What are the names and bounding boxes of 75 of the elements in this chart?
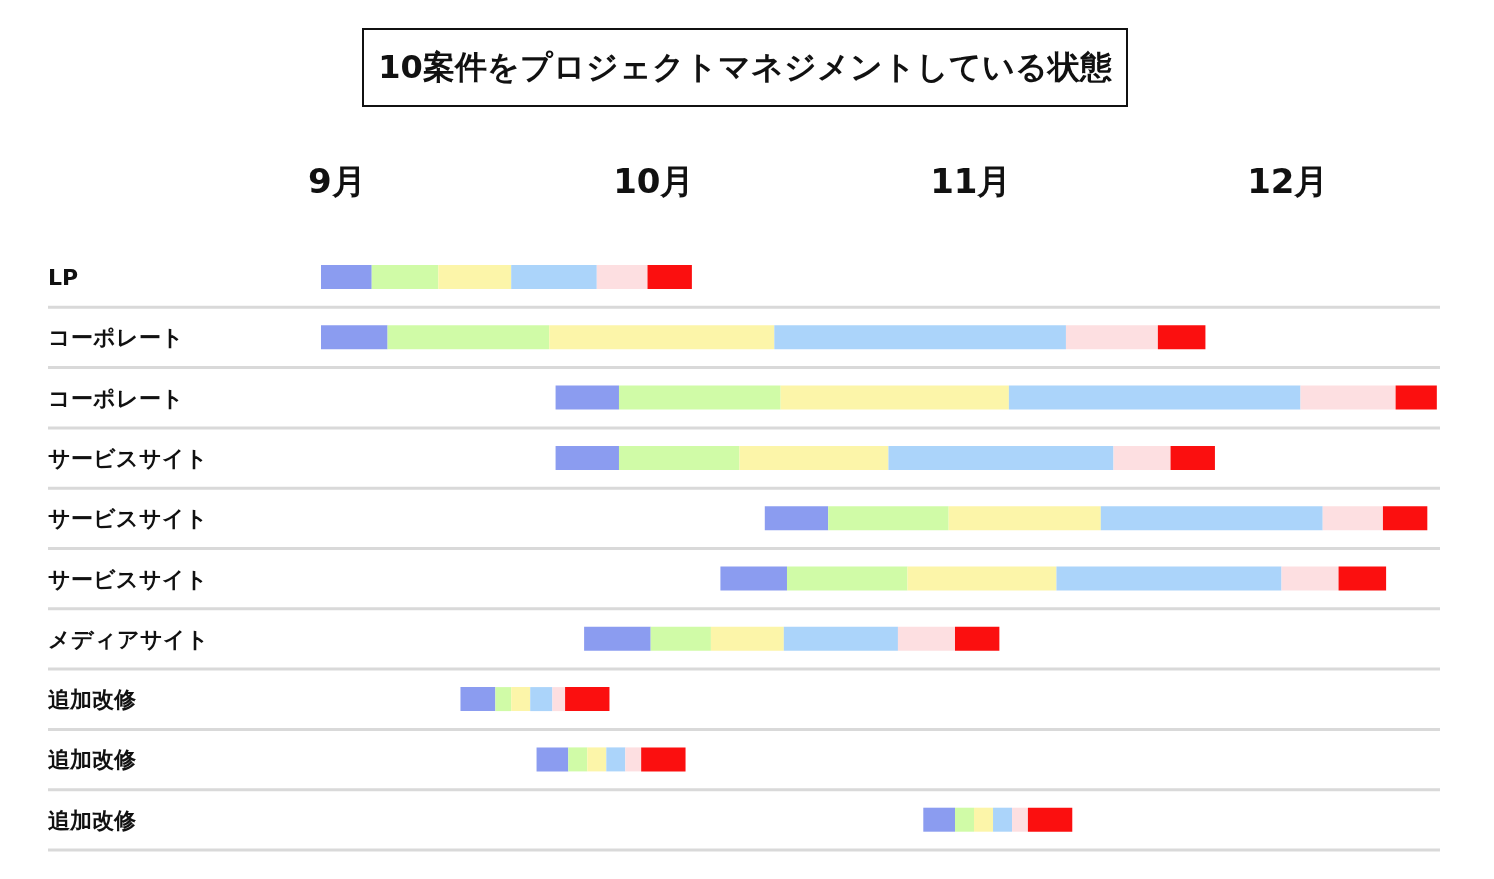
- bar: [555, 385, 619, 410]
- y-tick-label: サービスサイト: [48, 445, 208, 471]
- bar: [948, 506, 1101, 531]
- bar: [993, 807, 1013, 832]
- bar: [739, 445, 889, 470]
- bar: [530, 687, 553, 712]
- y-tick-label: 追加改修: [48, 747, 137, 773]
- bar: [596, 265, 648, 289]
- y-tick-label: LP: [48, 265, 79, 291]
- bar: [774, 325, 1066, 350]
- bar: [786, 566, 908, 591]
- bar: [1382, 506, 1428, 531]
- bar: [720, 566, 787, 591]
- bar: [710, 626, 784, 651]
- bar: [584, 626, 651, 651]
- bar: [897, 626, 955, 651]
- bar: [606, 747, 626, 772]
- y-tick-label: コーポレート: [48, 385, 184, 411]
- chart-title: 10案件をプロジェクトマネジメントしている状態: [362, 28, 1128, 107]
- bar: [954, 807, 975, 832]
- bar: [495, 687, 512, 712]
- y-tick-label: サービスサイト: [48, 506, 208, 532]
- bar: [923, 807, 955, 832]
- bar: [568, 747, 588, 772]
- x-tick-label: 9月: [308, 161, 366, 201]
- bar: [625, 747, 642, 772]
- bar: [1008, 385, 1301, 410]
- y-tick-label: 追加改修: [48, 687, 137, 713]
- bar: [1027, 807, 1073, 832]
- x-tick-label: 11月: [930, 161, 1012, 201]
- bar: [511, 265, 597, 289]
- bar: [1395, 385, 1437, 410]
- bar: [647, 265, 692, 289]
- bar: [536, 747, 569, 772]
- bar: [783, 626, 898, 651]
- bar: [549, 325, 775, 350]
- bar: [371, 265, 439, 289]
- bar: [587, 747, 607, 772]
- y-tick-label: メディアサイト: [48, 626, 209, 652]
- bar: [974, 807, 994, 832]
- bar: [1012, 807, 1028, 832]
- bar: [321, 265, 372, 289]
- bar: [907, 566, 1057, 591]
- y-tick-label: サービスサイト: [48, 566, 208, 592]
- bar: [764, 506, 829, 531]
- bar: [828, 506, 949, 531]
- bar: [1100, 506, 1323, 531]
- x-tick-label: 10月: [613, 161, 695, 201]
- bar: [1056, 566, 1282, 591]
- bar: [1281, 566, 1339, 591]
- bar: [1157, 325, 1206, 350]
- bar: [1065, 325, 1158, 350]
- bar: [321, 325, 388, 350]
- bar: [1113, 445, 1171, 470]
- y-tick-label: コーポレート: [48, 325, 184, 351]
- y-tick-label: 追加改修: [48, 807, 137, 833]
- bar: [954, 626, 1000, 651]
- bar: [438, 265, 512, 289]
- bar: [618, 445, 740, 470]
- bar: [1300, 385, 1396, 410]
- bar: [1338, 566, 1387, 591]
- x-tick-label: 12月: [1247, 161, 1329, 201]
- bar: [552, 687, 566, 712]
- bar: [1322, 506, 1383, 531]
- bar: [555, 445, 619, 470]
- bar: [888, 445, 1114, 470]
- bar: [565, 687, 610, 712]
- bar: [618, 385, 781, 410]
- bar: [780, 385, 1009, 410]
- bar: [460, 687, 496, 712]
- bar: [511, 687, 531, 712]
- bar: [1170, 445, 1215, 470]
- bar: [650, 626, 711, 651]
- bar: [387, 325, 550, 350]
- bar: [641, 747, 686, 772]
